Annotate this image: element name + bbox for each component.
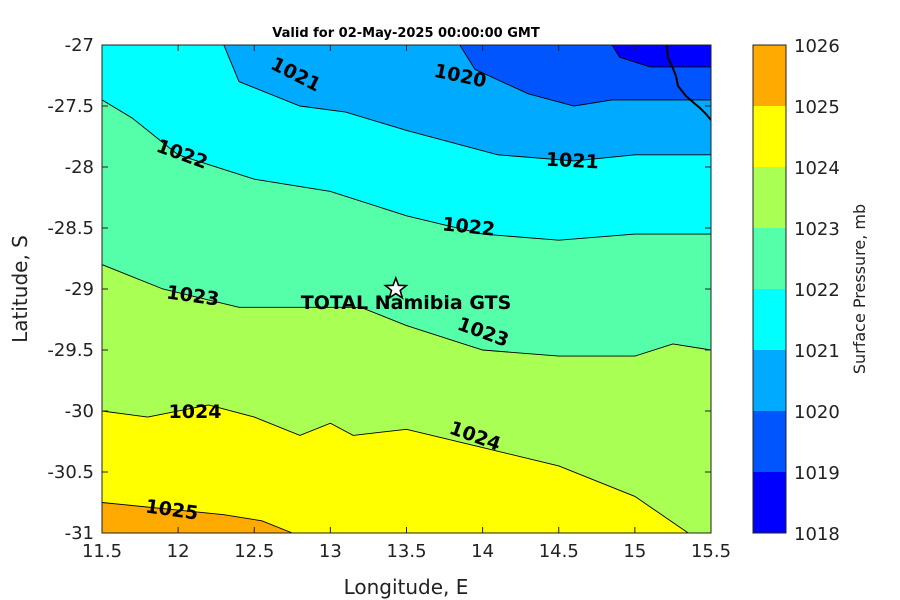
contour-label-1021-b: 1021 bbox=[545, 149, 599, 174]
contour-line-1023 bbox=[102, 264, 711, 357]
station-star-icon bbox=[383, 275, 409, 300]
x-tick-label: 15.5 bbox=[691, 541, 731, 562]
y-tick-label: -27.5 bbox=[47, 96, 94, 117]
station-marker: TOTAL Namibia GTS bbox=[301, 275, 512, 314]
chart-title: Valid for 02-May-2025 00:00:00 GMT bbox=[272, 26, 540, 41]
contour-line-1021 bbox=[223, 45, 711, 162]
colorbar-tick-label: 1025 bbox=[794, 97, 840, 118]
colorbar-segment-1018 bbox=[753, 472, 786, 533]
band-1018 bbox=[612, 45, 711, 67]
colorbar-segment-1020 bbox=[753, 350, 786, 411]
colorbar-tick-label: 1020 bbox=[794, 402, 840, 423]
colorbar-tick-label: 1024 bbox=[794, 158, 840, 179]
colorbar-label: Surface Pressure, mb bbox=[850, 204, 869, 374]
x-axis-ticks: 11.5 12 12.5 13 13.5 14 14.5 15 15.5 bbox=[82, 45, 731, 562]
contour-line-1020 bbox=[459, 45, 711, 107]
y-tick-label: -28.5 bbox=[47, 218, 94, 239]
colorbar-segment-1021 bbox=[753, 289, 786, 350]
colorbar-segment-1025 bbox=[753, 45, 786, 106]
colorbar-segment-1019 bbox=[753, 411, 786, 472]
contour-label-1022-b: 1022 bbox=[441, 213, 496, 240]
x-tick-label: 13 bbox=[319, 541, 342, 562]
y-tick-label: -30 bbox=[65, 401, 94, 422]
x-tick-label: 14.5 bbox=[539, 541, 579, 562]
x-tick-label: 14 bbox=[471, 541, 494, 562]
y-axis-label: Latitude, S bbox=[8, 235, 32, 343]
plot-area bbox=[102, 45, 711, 533]
x-tick-label: 13.5 bbox=[386, 541, 426, 562]
y-tick-label: -30.5 bbox=[47, 462, 94, 483]
y-tick-label: -28 bbox=[65, 157, 94, 178]
y-axis-ticks: -27 -27.5 -28 -28.5 -29 -29.5 -30 -30.5 -31 bbox=[47, 35, 711, 544]
contour-line-1022 bbox=[102, 99, 711, 241]
x-tick-label: 11.5 bbox=[82, 541, 122, 562]
colorbar-tick-label: 1018 bbox=[794, 524, 840, 545]
colorbar-tick-label: 1023 bbox=[794, 219, 840, 240]
colorbar-ticks: 1018 1019 1020 1021 1022 1023 1024 1025 1026 bbox=[794, 36, 840, 545]
contour-label-1024-a: 1024 bbox=[169, 401, 222, 423]
colorbar-segment-1022 bbox=[753, 228, 786, 289]
colorbar-tick-label: 1019 bbox=[794, 463, 840, 484]
colorbar-segment-1023 bbox=[753, 167, 786, 228]
x-tick-label: 12 bbox=[167, 541, 190, 562]
x-axis-label: Longitude, E bbox=[344, 575, 469, 599]
colorbar-tick-label: 1022 bbox=[794, 280, 840, 301]
pressure-fills bbox=[102, 45, 711, 533]
colorbar-tick-label: 1026 bbox=[794, 36, 840, 57]
contour-line-1024 bbox=[102, 404, 689, 533]
coastline bbox=[666, 45, 711, 121]
colorbar-segment-1024 bbox=[753, 106, 786, 167]
x-tick-label: 12.5 bbox=[234, 541, 274, 562]
band-1025 bbox=[102, 502, 711, 533]
y-tick-label: -31 bbox=[65, 523, 94, 544]
contour-line-1025 bbox=[102, 502, 293, 533]
colorbar bbox=[753, 45, 786, 533]
colorbar-tick-label: 1021 bbox=[794, 341, 840, 362]
y-tick-label: -27 bbox=[65, 35, 94, 56]
contour-line-1019 bbox=[611, 45, 711, 68]
band-1024 bbox=[102, 404, 711, 533]
x-tick-label: 15 bbox=[623, 541, 646, 562]
y-tick-label: -29 bbox=[65, 279, 94, 300]
colorbar-frame bbox=[752, 44, 787, 534]
contour-lines bbox=[102, 45, 711, 533]
station-label: TOTAL Namibia GTS bbox=[301, 292, 512, 314]
y-tick-label: -29.5 bbox=[47, 340, 94, 361]
